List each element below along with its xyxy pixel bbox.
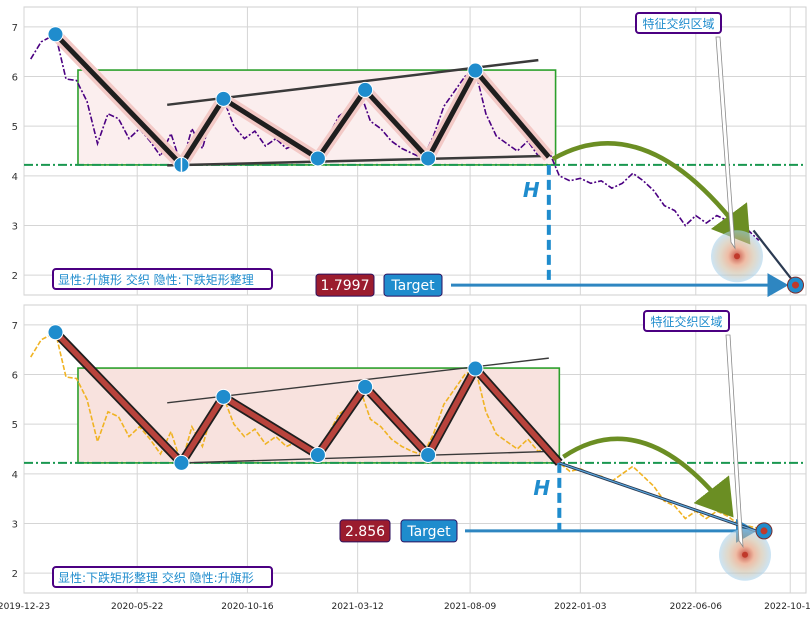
bottom-y-tick-label: 4 [12,470,18,481]
top-h-label: H [523,178,540,202]
top-pattern-node [47,26,64,43]
x-tick-label: 2021-03-12 [331,602,383,612]
x-tick-label: 2022-06-06 [670,602,723,612]
top-pattern-node [420,150,437,167]
top-zone-label-box [635,12,722,34]
top-projection-curve [551,141,751,245]
bottom-note-label: 显性:下跌矩形整理 交织 隐性:升旗形 [58,570,254,585]
top-pattern-node [357,81,374,98]
top-y-tick-label: 7 [12,23,18,34]
bottom-target-value: 2.856 [345,524,385,540]
x-tick-label: 2020-05-22 [111,602,163,612]
top-target-box [383,273,443,297]
top-note-label: 显性:升旗形 交织 隐性:下跌矩形整理 [58,272,254,287]
bottom-y-tick-label: 3 [12,519,18,530]
top-pattern-node [215,90,232,107]
bottom-pattern-node [309,446,326,463]
top-y-tick-label: 5 [12,122,18,133]
top-channel-bottom-line [167,154,544,167]
bottom-value-box [339,519,391,543]
top-target-node-core [792,281,800,289]
top-halo-center [734,253,740,260]
top-y-tick-label: 3 [12,221,18,232]
bottom-pattern-node [173,454,190,471]
top-target-value: 1.7997 [321,278,370,294]
top-pattern-node [467,62,484,79]
top-zigzag-line [53,32,551,168]
bottom-note-box [52,566,273,588]
top-price-series [30,33,760,241]
top-y-tick-label: 2 [12,271,18,282]
bottom-projection-line-inner [559,462,757,532]
bottom-zigzag-line [53,330,562,466]
top-pattern-node [309,150,326,167]
bottom-pattern-node [420,446,437,463]
top-zone-pointer [715,36,736,250]
x-tick-label: 2020-10-16 [221,602,274,612]
x-tick-label: 2022-01-03 [554,602,606,612]
bottom-zone-label-box [643,310,730,332]
bottom-price-series [30,331,759,530]
bottom-projection-curve [562,436,734,518]
top-projection-line [752,229,793,280]
x-tick-label: 2019-12-23 [0,602,50,612]
top-note-box [52,268,273,290]
bottom-pattern-node [47,324,64,341]
bottom-zone-pointer [725,334,744,549]
x-tick-label: 2022-10-10 [764,602,811,612]
bottom-y-tick-label: 2 [12,569,18,580]
top-target-label: Target [390,278,435,294]
bottom-h-label: H [533,476,550,500]
top-zone-label: 特征交织区域 [642,16,714,31]
bottom-target-node-core [760,527,768,535]
bottom-channel-bottom-line [181,450,549,464]
top-y-tick-label: 6 [12,73,18,84]
bottom-target-label: Target [406,524,451,540]
bottom-target-box [400,519,458,543]
x-tick-label: 2021-08-09 [444,602,497,612]
bottom-halo-center [742,551,748,558]
bottom-pattern-node [357,378,374,395]
bottom-pattern-node [215,388,232,405]
bottom-pattern-node [467,360,484,377]
bottom-y-tick-label: 5 [12,420,18,431]
bottom-zone-label: 特征交织区域 [650,314,722,329]
bottom-y-tick-label: 7 [12,321,18,332]
bottom-y-tick-label: 6 [12,371,18,382]
top-y-tick-label: 4 [12,172,18,183]
top-value-box [315,273,375,297]
